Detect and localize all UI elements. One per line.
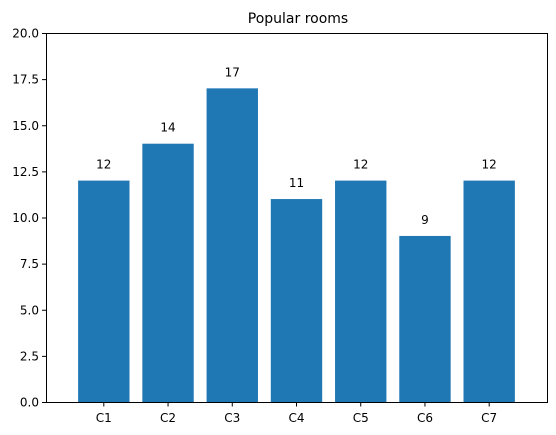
x-tick-label-c1: C1 [96,411,112,425]
data-labels-layer: 12 14 17 11 12 9 12 [96,65,497,227]
y-axis: 0.0 2.5 5.0 7.5 10.0 12.5 15.0 17.5 20.0 [12,27,47,410]
y-tick-label: 17.5 [12,73,39,87]
x-tick-label-c7: C7 [481,411,497,425]
x-tick-label-c4: C4 [288,411,304,425]
bars-layer [78,88,515,402]
bar-c1 [78,180,130,402]
data-label-c4: 11 [289,176,304,190]
data-label-c1: 12 [96,158,111,172]
bar-c6 [399,235,451,402]
y-tick-label: 5.0 [20,303,39,317]
data-label-c7: 12 [482,158,497,172]
x-tick-label-c3: C3 [224,411,240,425]
y-tick-label: 15.0 [12,119,39,133]
data-label-c5: 12 [353,158,368,172]
y-tick-label: 7.5 [20,257,39,271]
x-tick-label-c6: C6 [417,411,433,425]
y-tick-label: 12.5 [12,165,39,179]
bar-c2 [142,143,194,402]
data-label-c2: 14 [160,121,175,135]
x-tick-label-c5: C5 [353,411,369,425]
bar-c5 [335,180,387,402]
chart-title: Popular rooms [248,11,348,27]
x-axis: C1 C2 C3 C4 C5 C6 C7 [96,402,497,425]
y-tick-label: 10.0 [12,211,39,225]
plot-frame [46,33,548,403]
data-label-c6: 9 [421,213,429,227]
y-tick-label: 0.0 [20,396,39,410]
data-label-c3: 17 [225,65,240,79]
x-tick-label-c2: C2 [160,411,176,425]
bar-c3 [206,88,258,402]
y-tick-label: 2.5 [20,349,39,363]
bar-c4 [270,199,323,402]
bar-c7 [463,180,515,402]
y-tick-label: 20.0 [12,27,39,41]
